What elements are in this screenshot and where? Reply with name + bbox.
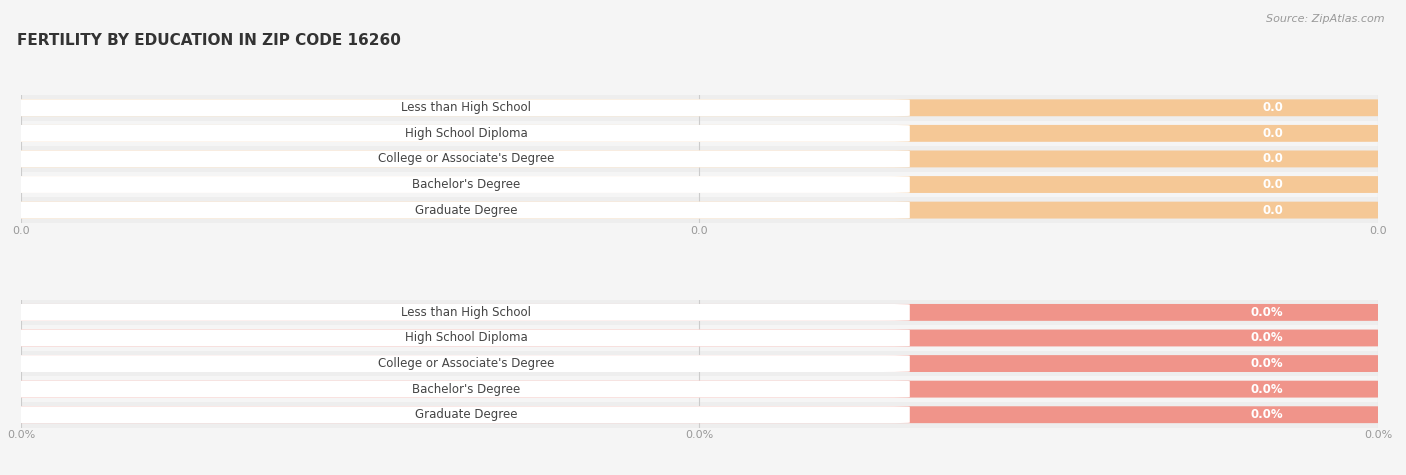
FancyBboxPatch shape [1,304,1392,321]
Bar [21,172,1378,197]
Text: Graduate Degree: Graduate Degree [415,204,517,217]
Bar [21,402,1378,428]
Bar [21,325,1378,351]
FancyBboxPatch shape [1,330,1392,346]
Text: 0.0%: 0.0% [1250,357,1282,370]
FancyBboxPatch shape [1,151,910,167]
Text: Bachelor's Degree: Bachelor's Degree [412,178,520,191]
Bar [21,95,1378,121]
Bar [21,197,1378,223]
Text: 0.0: 0.0 [1263,204,1282,217]
Text: High School Diploma: High School Diploma [405,127,527,140]
Text: 0.0%: 0.0% [1250,332,1282,344]
Text: 0.0: 0.0 [1263,152,1282,165]
Text: Less than High School: Less than High School [401,306,531,319]
Bar [21,300,1378,325]
Text: High School Diploma: High School Diploma [405,332,527,344]
FancyBboxPatch shape [1,125,1392,142]
Text: Less than High School: Less than High School [401,101,531,114]
Text: Bachelor's Degree: Bachelor's Degree [412,383,520,396]
FancyBboxPatch shape [1,99,1392,116]
Text: College or Associate's Degree: College or Associate's Degree [378,152,554,165]
Text: 0.0: 0.0 [1263,178,1282,191]
Bar [21,121,1378,146]
Text: 0.0%: 0.0% [1250,383,1282,396]
FancyBboxPatch shape [1,99,910,116]
FancyBboxPatch shape [1,176,1392,193]
FancyBboxPatch shape [1,125,910,142]
FancyBboxPatch shape [1,355,1392,372]
Bar [21,376,1378,402]
FancyBboxPatch shape [1,406,1392,423]
FancyBboxPatch shape [1,406,910,423]
FancyBboxPatch shape [1,202,1392,218]
Text: Source: ZipAtlas.com: Source: ZipAtlas.com [1267,14,1385,24]
Bar [21,146,1378,172]
FancyBboxPatch shape [1,151,1392,167]
FancyBboxPatch shape [1,355,910,372]
FancyBboxPatch shape [1,380,1392,398]
Bar [21,351,1378,376]
Text: College or Associate's Degree: College or Associate's Degree [378,357,554,370]
Text: 0.0%: 0.0% [1250,306,1282,319]
Text: 0.0%: 0.0% [1250,408,1282,421]
FancyBboxPatch shape [1,304,910,321]
FancyBboxPatch shape [1,380,910,398]
Text: 0.0: 0.0 [1263,101,1282,114]
Text: FERTILITY BY EDUCATION IN ZIP CODE 16260: FERTILITY BY EDUCATION IN ZIP CODE 16260 [17,33,401,48]
Text: 0.0: 0.0 [1263,127,1282,140]
FancyBboxPatch shape [1,176,910,193]
FancyBboxPatch shape [1,330,910,346]
Text: Graduate Degree: Graduate Degree [415,408,517,421]
FancyBboxPatch shape [1,202,910,218]
